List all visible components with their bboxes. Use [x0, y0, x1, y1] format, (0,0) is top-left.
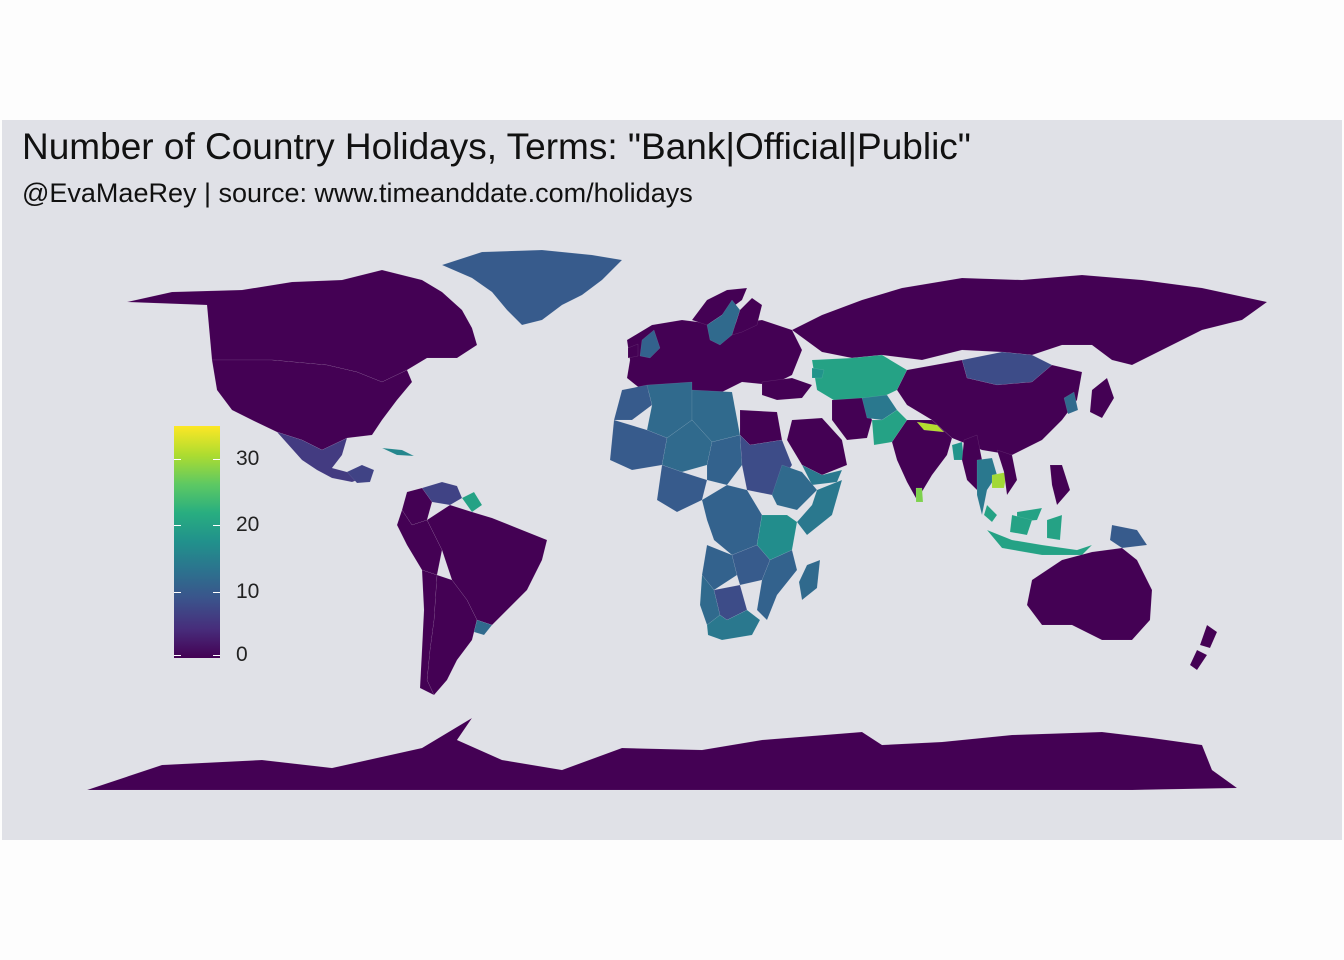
map-panel: Number of Country Holidays, Terms: "Bank… [2, 120, 1342, 840]
region-thailand [976, 457, 998, 516]
region-yemen [801, 464, 843, 486]
region-nepal [916, 421, 945, 433]
region-new-zealand [1189, 624, 1218, 671]
region-japan [1089, 377, 1115, 419]
region-china [896, 359, 1083, 456]
legend-tick-mark [213, 525, 220, 527]
region-nigeria [656, 464, 708, 513]
region-australia [1026, 547, 1153, 641]
region-morocco [613, 384, 653, 421]
region-saudi-arabia [786, 417, 848, 476]
region-papua-new-guinea [1109, 524, 1148, 549]
legend-tick-label: 10 [236, 579, 260, 603]
region-chad [706, 434, 743, 486]
legend-tick-mark [213, 459, 220, 461]
region-south-africa [706, 609, 761, 641]
region-ireland [627, 343, 639, 359]
region-egypt [739, 409, 783, 446]
region-dr-congo [701, 484, 763, 556]
region-cuba [381, 447, 415, 457]
region-antarctica [86, 717, 1238, 791]
region-finland [731, 297, 763, 336]
region-chile [419, 569, 438, 696]
legend-tick-mark [174, 655, 181, 656]
region-sri-lanka [915, 487, 924, 503]
region-somalia [796, 479, 843, 536]
legend-colorbar [174, 426, 220, 658]
region-greenland [441, 249, 623, 326]
region-united-kingdom [639, 329, 661, 359]
region-ethiopia [771, 464, 818, 511]
region-india [891, 419, 953, 501]
region-kazakhstan [811, 354, 908, 406]
world-map [86, 249, 1268, 791]
region-mozambique [756, 549, 798, 621]
legend-tick-mark [174, 591, 181, 593]
region-indonesia [986, 514, 1093, 556]
region-cambodia [991, 471, 1008, 489]
region-norway [691, 287, 748, 326]
region-russia [791, 274, 1268, 366]
legend-tick-label: 20 [236, 513, 260, 537]
region-madagascar [798, 559, 821, 601]
legend-tick-mark [174, 525, 181, 527]
region-guatemala [346, 464, 375, 484]
legend-tick-label: 30 [236, 447, 260, 471]
legend-tick-mark [174, 459, 181, 461]
region-vietnam [996, 449, 1018, 496]
region-korea [1063, 391, 1079, 415]
chart-title: Number of Country Holidays, Terms: "Bank… [22, 126, 971, 167]
region-georgia [811, 367, 825, 379]
region-brazil [426, 504, 548, 626]
region-turkey [761, 377, 813, 401]
region-uruguay [473, 619, 493, 636]
legend-tick-mark [213, 591, 220, 593]
chart-subtitle: @EvaMaeRey | source: www.timeanddate.com… [22, 178, 693, 208]
region-angola [701, 544, 738, 591]
legend-tick-mark [213, 655, 220, 656]
legend-tick-label: 0 [236, 643, 248, 666]
color-legend: 0 10 20 30 [174, 426, 294, 666]
region-guyana [461, 491, 483, 513]
map-regions [86, 249, 1268, 791]
region-united-states [211, 359, 413, 451]
region-philippines [1049, 464, 1071, 506]
